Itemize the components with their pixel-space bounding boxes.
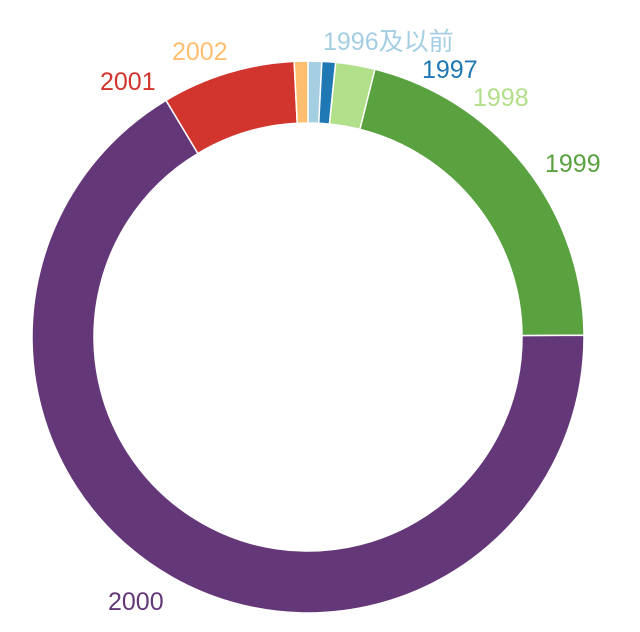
slice-2000 [31,99,585,614]
slice-label-1998: 1998 [473,84,529,112]
slice-label-2001: 2001 [100,68,156,96]
slices-group [31,60,585,614]
slice-label-2002: 2002 [172,38,228,66]
slice-label-2000: 2000 [108,588,164,616]
slice-label-1997: 1997 [422,56,478,84]
slice-1999 [359,68,585,337]
slice-label-1999: 1999 [545,150,601,178]
slice-label-1996: 1996及以前 [323,28,454,56]
slice-2002 [293,60,309,125]
